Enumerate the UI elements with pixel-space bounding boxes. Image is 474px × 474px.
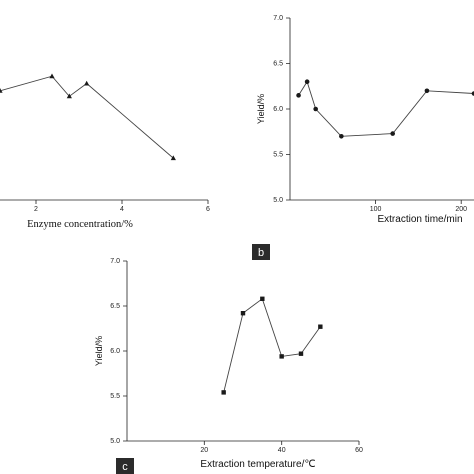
panel-a: 2 4 6 Enzyme concentration/%	[0, 73, 210, 230]
panel-a-marks	[0, 73, 176, 161]
y-tick-label: 5.5	[110, 393, 120, 400]
x-axis-label: Extraction time/min	[377, 214, 462, 225]
data-point	[313, 106, 318, 112]
data-point	[66, 93, 72, 99]
y-tick-label: 6.5	[110, 303, 120, 310]
data-point	[221, 390, 226, 395]
panel-b-marks	[296, 79, 474, 139]
panel-letter-c: c	[122, 461, 128, 473]
panel-c-yticks: 7.0 6.5 6.0 5.5 5.0	[110, 258, 120, 445]
data-point	[240, 311, 246, 316]
panel-a-axes	[0, 199, 209, 204]
y-tick-label: 6.0	[273, 106, 283, 113]
panel-label-b: b	[252, 244, 270, 260]
series-line	[223, 298, 321, 393]
panel-b-axes	[286, 17, 474, 204]
panel-c-axes	[123, 260, 360, 445]
y-tick-label: 6.5	[273, 61, 283, 68]
y-tick-label: 6.0	[110, 348, 120, 355]
y-tick-label: 7.0	[273, 15, 283, 22]
y-axis-label: Yield/%	[94, 336, 104, 366]
x-tick-label: 100	[370, 206, 382, 213]
panel-c-xticks: 20 40 60	[200, 447, 363, 454]
panel-b-yticks: 7.0 6.5 6.0 5.5 5.0	[273, 15, 283, 204]
panel-c-marks	[221, 296, 323, 395]
data-point	[304, 79, 310, 84]
x-axis-label: Enzyme concentration/%	[27, 219, 133, 230]
data-point	[49, 73, 55, 79]
data-point	[0, 88, 3, 93]
data-point	[170, 155, 176, 161]
panel-a-xticks: 2 4 6	[34, 206, 210, 213]
data-point	[260, 296, 265, 301]
y-tick-label: 5.0	[110, 438, 120, 445]
x-tick-label: 200	[455, 206, 467, 213]
panel-letter-b: b	[258, 247, 264, 259]
data-point	[298, 351, 304, 356]
x-tick-label: 4	[120, 206, 124, 213]
panel-b-xticks: 100 200	[370, 206, 467, 213]
panel-c: 7.0 6.5 6.0 5.5 5.0 20 40 60 Yield/% Ext…	[94, 258, 363, 470]
panel-label-c: c	[116, 458, 134, 474]
y-axis-label: Yield/%	[256, 94, 266, 124]
x-tick-label: 2	[34, 206, 38, 213]
data-point	[390, 131, 395, 136]
y-tick-label: 5.0	[273, 197, 283, 204]
x-tick-label: 20	[200, 447, 208, 454]
data-point	[424, 88, 430, 94]
x-tick-label: 40	[278, 447, 286, 454]
data-point	[84, 80, 90, 86]
data-point	[339, 134, 344, 139]
y-tick-label: 5.5	[273, 152, 283, 159]
data-point	[279, 354, 284, 359]
x-tick-label: 60	[355, 447, 363, 454]
x-tick-label: 6	[206, 206, 210, 213]
data-point	[296, 93, 301, 98]
data-point	[318, 324, 323, 329]
data-point	[471, 91, 474, 96]
panel-b: 7.0 6.5 6.0 5.5 5.0 100 200 Yield/% Extr…	[256, 15, 474, 225]
x-axis-label: Extraction temperature/℃	[200, 459, 315, 470]
y-tick-label: 7.0	[110, 258, 120, 265]
